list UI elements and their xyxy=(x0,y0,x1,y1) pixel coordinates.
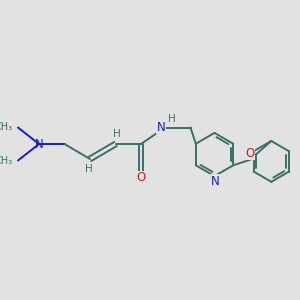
Text: H: H xyxy=(85,164,92,174)
Text: N: N xyxy=(211,175,220,188)
Text: CH₃: CH₃ xyxy=(0,156,13,167)
Text: N: N xyxy=(157,121,166,134)
Text: H: H xyxy=(168,114,176,124)
Text: O: O xyxy=(245,147,255,160)
Text: O: O xyxy=(136,171,146,184)
Text: CH₃: CH₃ xyxy=(0,122,13,132)
Text: N: N xyxy=(34,137,43,151)
Text: H: H xyxy=(113,129,121,139)
